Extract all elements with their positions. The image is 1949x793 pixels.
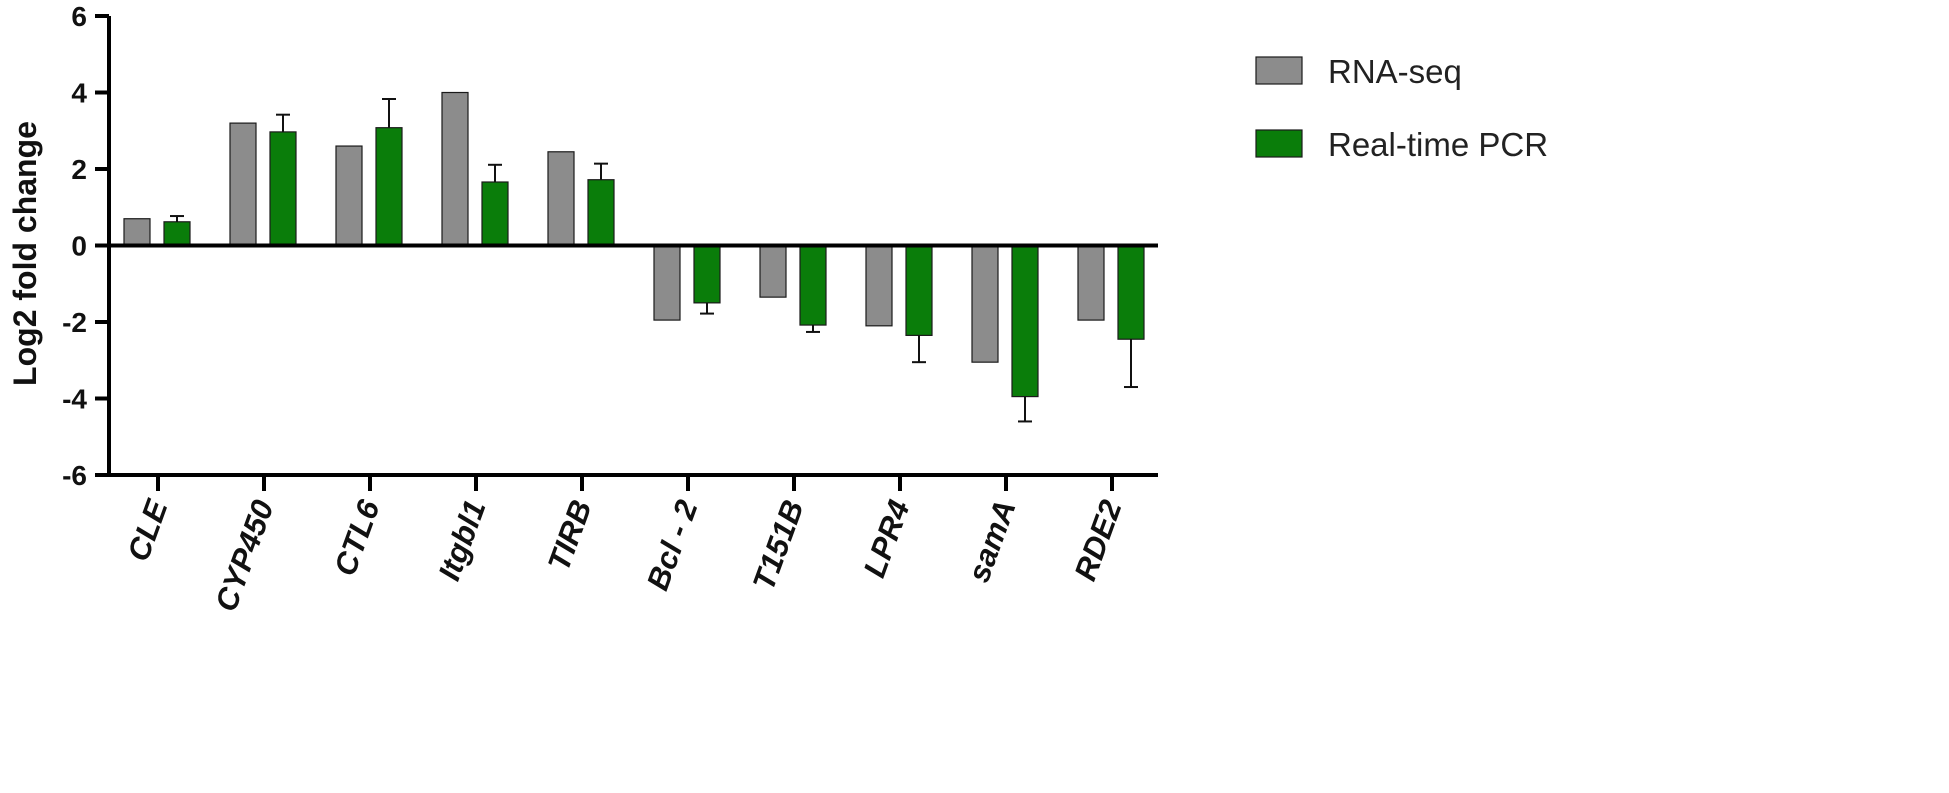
bar-rnaseq-2: [335, 145, 363, 247]
x-tick-label-4: TIRB: [541, 495, 599, 575]
bar-pcr-2: [375, 127, 403, 247]
y-tick-label-4: -2: [62, 307, 87, 338]
x-tick-label-2: CTL6: [327, 495, 387, 581]
bar-rnaseq-4: [547, 151, 575, 247]
x-tick-label-9: RDE2: [1067, 495, 1128, 585]
bar-rnaseq-3: [441, 91, 469, 247]
bar-rnaseq-0: [123, 218, 151, 247]
legend-label-0: RNA-seq: [1328, 53, 1462, 90]
y-tick-label-3: 0: [71, 231, 87, 262]
x-tick-label-6: T151B: [746, 495, 811, 594]
bar-pcr-1: [269, 131, 297, 247]
bar-rnaseq-9: [1077, 244, 1105, 321]
x-tick-label-8: samA: [961, 495, 1023, 586]
axes: [107, 16, 1158, 477]
y-tick-label-0: 6: [71, 1, 87, 32]
x-tick-label-7: LPR4: [857, 495, 917, 581]
bar-rnaseq-8: [971, 244, 999, 363]
y-ticks: 6 4 2 0 -2 -4 -6: [62, 1, 109, 491]
bar-pcr-5: [693, 244, 721, 304]
legend: RNA-seq Real-time PCR: [1255, 53, 1548, 163]
legend-swatch-1: [1255, 129, 1303, 158]
x-tick-label-3: Itgbl1: [431, 495, 492, 585]
bar-rnaseq-6: [759, 244, 787, 298]
bar-pcr-8: [1011, 244, 1039, 398]
y-tick-label-5: -4: [62, 384, 87, 415]
bar-rnaseq-5: [653, 244, 681, 321]
bar-pcr-6: [799, 244, 827, 326]
x-tick-label-5: Bcl - 2: [640, 495, 705, 594]
y-axis-title: Log2 fold change: [7, 121, 43, 386]
y-tick-label-2: 2: [71, 154, 87, 185]
bar-rnaseq-1: [229, 122, 257, 247]
y-tick-label-1: 4: [71, 78, 87, 109]
legend-swatch-0: [1255, 56, 1303, 85]
y-tick-label-6: -6: [62, 460, 87, 491]
bar-pcr-9: [1117, 244, 1145, 340]
bar-pcr-0: [163, 221, 191, 247]
bar-rnaseq-7: [865, 244, 893, 327]
x-tick-label-1: CYP450: [208, 495, 280, 615]
legend-label-1: Real-time PCR: [1328, 126, 1548, 163]
x-tick-label-0: CLE: [120, 494, 175, 565]
plot-marks: [123, 91, 1145, 423]
x-ticks: CLE CYP450 CTL6 Itgbl1 TIRB Bcl - 2 T151B LPR4 s…: [120, 475, 1129, 616]
bar-pcr-7: [905, 244, 933, 336]
bar-pcr-3: [481, 181, 509, 247]
bar-pcr-4: [587, 179, 615, 247]
